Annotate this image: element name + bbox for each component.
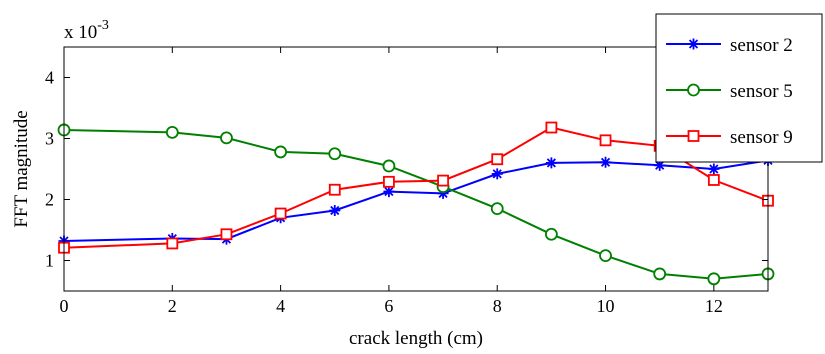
legend-entry-sensor-9: sensor 9 (666, 127, 793, 148)
legend-label-sensor-5: sensor 5 (730, 81, 793, 102)
legend-entry-sensor-5: sensor 5 (666, 81, 793, 102)
data-point-sensor-9 (545, 121, 558, 134)
y-scale-base: x 10 (64, 22, 97, 43)
y-scale-factor: x 10-3 (64, 18, 109, 43)
data-point-sensor-5 (599, 249, 612, 263)
data-point-sensor-5 (274, 145, 288, 159)
data-point-sensor-9 (328, 183, 341, 196)
data-point-sensor-2 (491, 168, 503, 180)
legend-marker-sensor-9 (687, 130, 700, 142)
data-point-sensor-2 (383, 186, 395, 198)
data-point-sensor-5 (328, 147, 342, 161)
data-point-sensor-9 (274, 207, 287, 220)
x-tick-label: 0 (60, 296, 69, 316)
legend-label-sensor-9: sensor 9 (730, 127, 793, 148)
data-point-sensor-2 (654, 159, 666, 171)
legend-box (655, 13, 823, 163)
data-point-sensor-5 (490, 202, 504, 216)
legend-label-sensor-2: sensor 2 (730, 35, 793, 56)
data-point-sensor-5 (165, 125, 179, 139)
data-point-sensor-5 (653, 267, 667, 281)
data-point-sensor-9 (383, 175, 395, 188)
data-point-sensor-9 (220, 228, 233, 241)
data-point-sensor-5 (382, 159, 396, 173)
y-tick-label: 1 (45, 251, 54, 271)
y-scale-exponent: -3 (97, 18, 109, 33)
x-tick-label: 4 (276, 296, 285, 316)
legend: sensor 2 sensor 5 sensor 9 (655, 13, 823, 163)
series-sensor-2 (58, 154, 774, 247)
y-axis-label: FFT magnitude (11, 110, 32, 227)
y-tick-label: 3 (45, 129, 54, 149)
y-tick-label: 4 (45, 68, 54, 88)
x-tick-label: 10 (597, 296, 615, 316)
data-point-sensor-5 (544, 227, 558, 241)
data-point-sensor-2 (708, 163, 720, 175)
x-tick-label: 12 (705, 296, 723, 316)
x-tick-label: 6 (384, 296, 393, 316)
axes-frame (63, 46, 769, 292)
legend-marker-sensor-5 (687, 83, 700, 97)
data-point-sensor-2 (329, 204, 341, 216)
series-line-sensor-2 (63, 159, 769, 242)
legend-entry-sensor-2: sensor 2 (666, 35, 793, 56)
data-point-sensor-2 (437, 187, 449, 199)
legend-marker-sensor-2 (688, 38, 699, 50)
data-point-sensor-5 (707, 272, 721, 286)
data-point-sensor-2 (600, 156, 612, 168)
data-point-sensor-9 (491, 153, 504, 166)
data-point-sensor-9 (437, 174, 449, 187)
data-point-sensor-9 (166, 237, 179, 250)
data-point-sensor-2 (545, 157, 557, 169)
x-axis-label: crack length (cm) (349, 328, 483, 349)
y-tick-label: 2 (45, 190, 54, 210)
x-tick-label: 2 (168, 296, 177, 316)
data-point-sensor-5 (220, 131, 233, 145)
data-point-sensor-9 (707, 174, 720, 186)
x-tick-label: 8 (493, 296, 502, 316)
data-point-sensor-9 (599, 134, 612, 147)
